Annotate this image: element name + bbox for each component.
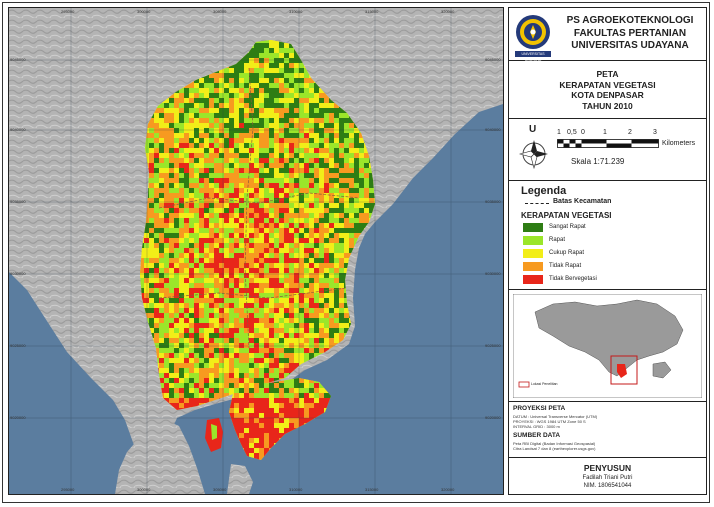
grid-label-top-1: 295000 bbox=[61, 9, 75, 14]
legend-label: Sangat Rapat bbox=[549, 224, 586, 230]
map-title-line-1: PETA bbox=[596, 69, 619, 79]
grid-label-right-3: 9035000 bbox=[485, 199, 501, 204]
source-line-2: Citra Landsat 7 dan 8 (earthexplorer.usg… bbox=[513, 446, 596, 451]
grid-label-bottom-4: 310000 bbox=[289, 487, 303, 492]
legend-label: Tidak Rapat bbox=[549, 263, 582, 269]
boundary-line-symbol bbox=[525, 203, 549, 204]
grid-label-bottom-6: 320000 bbox=[441, 487, 455, 492]
projection-line-2: PROYEKSI : WGS 1984 UTM Zone 50 S bbox=[513, 419, 586, 424]
projection-source-section: PROYEKSI PETA DATUM : Universal Transver… bbox=[509, 402, 706, 458]
grid-label-top-2: 300000 bbox=[137, 9, 151, 14]
inset-label: Lokasi Penelitian bbox=[531, 382, 558, 386]
legend-label: Cukup Rapat bbox=[549, 250, 585, 256]
legend-swatch bbox=[523, 236, 543, 245]
map-title-line-3: KOTA DENPASAR bbox=[571, 90, 644, 100]
grid-label-bottom-1: 295000 bbox=[61, 487, 75, 492]
vegetation-map-svg bbox=[9, 8, 503, 494]
grid-label-top-5: 315000 bbox=[365, 9, 379, 14]
grid-label-bottom-5: 315000 bbox=[365, 487, 379, 492]
institution-line-1: PS AGROEKOTEKNOLOGI bbox=[566, 15, 694, 26]
legend-title: Legenda bbox=[521, 185, 567, 197]
grid-label-top-3: 305000 bbox=[213, 9, 227, 14]
author-name: Fadilah Triani Putri bbox=[582, 475, 633, 481]
institution-header: UNIVERSITAS UDAYANA PS AGROEKOTEKNOLOGI … bbox=[509, 8, 706, 62]
north-label: U bbox=[529, 124, 537, 135]
grid-label-bottom-2: 300000 bbox=[137, 487, 151, 492]
university-logo-icon bbox=[516, 15, 550, 49]
institution-line-2: FAKULTAS PERTANIAN bbox=[573, 27, 687, 39]
legend-swatch bbox=[523, 275, 543, 284]
legend-swatch bbox=[523, 223, 543, 232]
author-heading: PENYUSUN bbox=[583, 463, 632, 473]
institution-name: PS AGROEKOTEKNOLOGI FAKULTAS PERTANIAN U… bbox=[555, 15, 705, 53]
study-area-highlight bbox=[617, 364, 627, 378]
grid-label-right-5: 9025000 bbox=[485, 343, 501, 348]
boundary-label: Batas Kecamatan bbox=[553, 198, 612, 205]
grid-label-left-3: 9035000 bbox=[10, 199, 26, 204]
location-inset: Lokasi Penelitian bbox=[509, 290, 706, 402]
district-boundaries bbox=[158, 67, 360, 349]
scale-bar bbox=[557, 139, 659, 148]
scale-tick-5: 2 bbox=[628, 129, 632, 136]
legend-section: Legenda Batas Kecamatan KERAPATAN VEGETA… bbox=[509, 181, 706, 290]
scale-ratio: Skala 1:71.239 bbox=[571, 157, 625, 166]
projection-heading: PROYEKSI PETA bbox=[513, 405, 566, 412]
legend-swatch bbox=[523, 262, 543, 271]
inset-legend-symbol bbox=[518, 381, 530, 388]
institution-line-3: UNIVERSITAS UDAYANA bbox=[571, 40, 689, 51]
scale-tick-3: 0 bbox=[581, 129, 585, 136]
grid-label-left-5: 9025000 bbox=[10, 343, 26, 348]
map-legend-panel: UNIVERSITAS UDAYANA PS AGROEKOTEKNOLOGI … bbox=[508, 7, 707, 495]
map-title: PETA KERAPATAN VEGETASI KOTA DENPASAR TA… bbox=[509, 61, 706, 119]
study-area-frame bbox=[610, 355, 638, 385]
peninsula-relief bbox=[115, 418, 205, 494]
author-section: PENYUSUN Fadilah Triani Putri NIM. 18065… bbox=[509, 458, 706, 496]
legend-subtitle: KERAPATAN VEGETASI bbox=[521, 211, 612, 220]
grid-label-right-1: 9045000 bbox=[485, 57, 501, 62]
bali-inset-map bbox=[513, 294, 702, 398]
grid-label-right-2: 9040000 bbox=[485, 127, 501, 132]
scale-section: U 1 0,5 0 1 2 3 Kilometers Skala 1: bbox=[509, 119, 706, 181]
main-map: 295000 300000 305000 310000 315000 32000… bbox=[8, 7, 504, 495]
grid-label-bottom-3: 305000 bbox=[213, 487, 227, 492]
scale-tick-2: 0,5 bbox=[567, 129, 577, 136]
legend-label: Rapat bbox=[549, 237, 566, 243]
scale-tick-1: 1 bbox=[557, 129, 561, 136]
logo-caption: UNIVERSITAS UDAYANA bbox=[515, 51, 551, 62]
source-heading: SUMBER DATA bbox=[513, 432, 561, 439]
map-grid bbox=[9, 8, 503, 494]
legend-label: Tidak Bervegetasi bbox=[549, 276, 597, 282]
grid-label-right-6: 9020000 bbox=[485, 415, 501, 420]
compass-rose-icon bbox=[519, 140, 548, 169]
author-nim: NIM. 1806541044 bbox=[583, 483, 632, 489]
grid-label-left-2: 9040000 bbox=[10, 127, 26, 132]
bali-island bbox=[534, 299, 684, 377]
projection-line-1: DATUM : Universal Transverse Mercator (U… bbox=[513, 414, 598, 419]
small-islands bbox=[205, 418, 223, 452]
grid-label-left-1: 9045000 bbox=[10, 57, 26, 62]
scale-tick-6: 3 bbox=[653, 129, 657, 136]
scale-unit: Kilometers bbox=[662, 140, 696, 147]
grid-label-right-4: 9030000 bbox=[485, 271, 501, 276]
grid-label-left-4: 9030000 bbox=[10, 271, 26, 276]
map-title-line-4: TAHUN 2010 bbox=[582, 100, 633, 111]
scale-tick-4: 1 bbox=[603, 129, 607, 136]
projection-line-3: INTERVAL GRID : 3000 m bbox=[513, 424, 560, 429]
map-title-line-2: KERAPATAN VEGETASI bbox=[559, 79, 656, 90]
legend-swatch bbox=[523, 249, 543, 258]
source-line-1: Peta RBI Digital (Badan Informasi Geospa… bbox=[513, 441, 596, 446]
grid-label-top-4: 310000 bbox=[289, 9, 303, 14]
grid-label-top-6: 320000 bbox=[441, 9, 455, 14]
grid-label-left-6: 9020000 bbox=[10, 415, 26, 420]
map-frame bbox=[2, 2, 710, 503]
